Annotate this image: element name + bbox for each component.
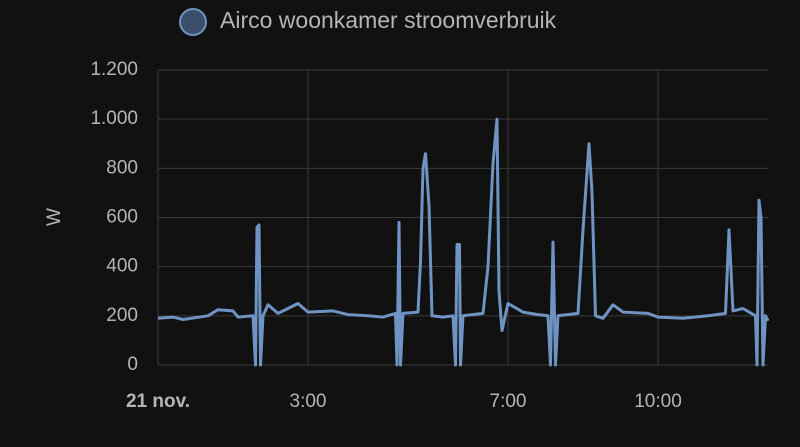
y-tick-label: 1.000 [90,108,138,129]
y-tick-label: 0 [127,354,138,375]
y-tick-label: 1.200 [90,59,138,80]
x-tick-label: 21 nov. [126,391,190,412]
y-tick-label: 400 [106,256,138,277]
x-tick-label: 7:00 [490,391,527,412]
y-tick-label: 200 [106,305,138,326]
x-tick-label: 10:00 [634,391,682,412]
legend[interactable]: Airco woonkamer stroomverbruik [179,7,557,36]
y-tick-label: 600 [106,207,138,228]
y-axis-label: W [44,208,65,226]
y-tick-label: 800 [106,157,138,178]
legend-swatch[interactable] [179,8,207,36]
legend-label[interactable]: Airco woonkamer stroomverbruik [220,7,557,33]
series-line [157,117,770,367]
x-tick-label: 3:00 [290,391,327,412]
